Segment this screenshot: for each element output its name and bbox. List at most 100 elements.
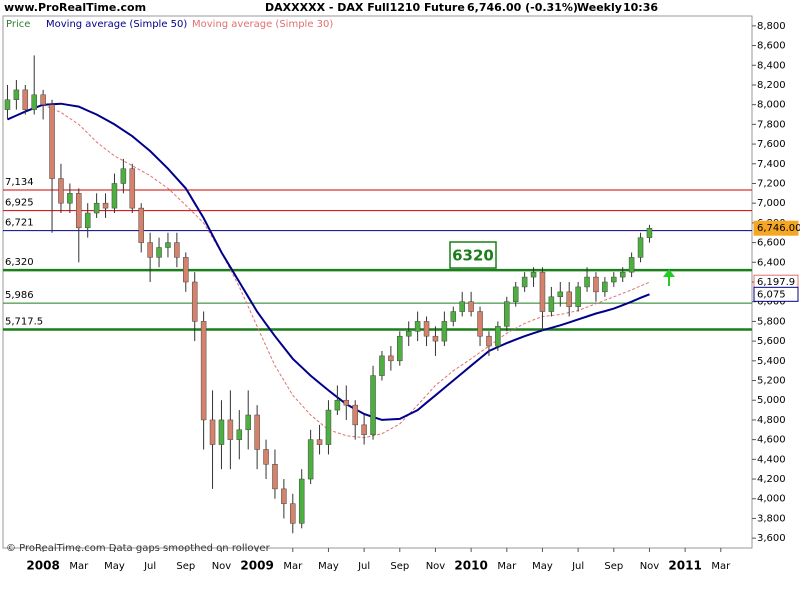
y-tick-label: 5,800	[757, 316, 786, 327]
candle-body	[441, 321, 448, 342]
candle-body	[174, 242, 180, 258]
y-tick-label: 7,200	[757, 178, 786, 189]
y-tick-label: 8,400	[757, 60, 786, 71]
y-tick-label: 5,600	[757, 336, 786, 347]
candle-body	[468, 301, 474, 312]
candle-body	[637, 237, 644, 258]
x-tick-label: Nov	[426, 561, 446, 572]
candle-body	[575, 286, 581, 307]
candle-body	[361, 424, 367, 435]
candle-body	[619, 271, 626, 278]
candle-body	[611, 276, 617, 283]
candle-body	[530, 271, 537, 278]
y-tick-label: 3,600	[757, 533, 786, 544]
x-tick-label: Nov	[212, 561, 232, 572]
last-value-label: 6,197.9	[757, 277, 795, 288]
candle-body	[93, 202, 100, 214]
candle-body	[84, 212, 91, 229]
candle-body	[120, 168, 127, 184]
last-value-box	[753, 220, 799, 236]
candle-body	[111, 183, 118, 209]
candle-body	[129, 168, 136, 209]
candle-body	[325, 409, 332, 445]
candle-body	[539, 271, 546, 312]
candle-body	[58, 178, 64, 204]
candle-body	[512, 286, 519, 302]
last-value-box	[753, 286, 799, 302]
level-label: 6,721	[5, 218, 34, 229]
x-tick-label: Sep	[604, 561, 623, 572]
candle-body	[486, 335, 492, 347]
candle-body	[593, 276, 599, 293]
candle-body	[102, 202, 109, 209]
candle-body	[352, 404, 358, 426]
y-tick-label: 8,200	[757, 80, 786, 91]
y-tick-label: 4,400	[757, 454, 786, 465]
y-tick-label: 6,000	[757, 297, 786, 308]
x-tick-label: May	[318, 561, 339, 572]
x-tick-label: Sep	[390, 561, 409, 572]
candle-body	[200, 321, 207, 421]
chart-title: DAXXXXX - DAX Full1210 Future	[265, 1, 465, 14]
level-label: 5,986	[5, 290, 34, 301]
candle-body	[602, 281, 608, 293]
annotation-box	[449, 241, 497, 269]
level-label: 5,717.5	[5, 317, 43, 328]
candle-body	[307, 439, 314, 480]
y-tick-label: 7,600	[757, 139, 786, 150]
site: www.ProRealTime.com	[4, 1, 146, 14]
candle-body	[504, 301, 510, 327]
x-tick-label: May	[104, 561, 125, 572]
x-tick-label: Mar	[283, 561, 303, 572]
candle-body	[272, 464, 278, 490]
candle-body	[557, 291, 564, 298]
y-tick-label: 4,000	[757, 494, 786, 505]
candle-body	[566, 291, 572, 307]
candle-body	[432, 335, 439, 342]
legend-ma50: Moving average (Simple 50)	[46, 19, 187, 30]
last-value-label: 6,746.00	[757, 223, 800, 234]
up-arrow	[663, 269, 675, 286]
candle-body	[343, 399, 350, 406]
quote: 6,746.00 (-0.31%)	[467, 1, 578, 14]
y-tick-label: 3,800	[757, 513, 786, 524]
legend-price: Price	[6, 19, 30, 30]
candle-body	[49, 104, 55, 179]
candle-body	[245, 414, 251, 431]
plot: 3,600 3,800 4,000 4,200 4,400 4,600 4,800 5,000…	[3, 21, 800, 573]
candle-body	[218, 419, 225, 445]
candle-body	[495, 326, 501, 347]
x-tick-label: 2008	[26, 559, 59, 573]
x-tick-label: Nov	[640, 561, 660, 572]
candle-body	[4, 99, 11, 110]
candle-body	[548, 296, 555, 312]
y-tick-label: 5,200	[757, 376, 786, 387]
candle-body	[67, 193, 73, 204]
y-tick-label: 4,800	[757, 415, 786, 426]
candle-body	[165, 242, 171, 248]
y-tick-label: 5,400	[757, 356, 786, 367]
candle-body	[316, 439, 323, 445]
legend-ma30: Moving average (Simple 30)	[192, 19, 333, 30]
candle-body	[263, 449, 269, 465]
x-tick-label: Jul	[143, 561, 156, 572]
candle-body	[76, 193, 82, 229]
candle-body	[584, 276, 590, 288]
y-tick-label: 4,200	[757, 474, 786, 485]
candle-body	[397, 335, 403, 362]
candle-body	[298, 478, 305, 524]
x-tick-label: Mar	[497, 561, 517, 572]
candle-body	[236, 429, 243, 440]
candle-body	[405, 331, 412, 337]
candle-body	[227, 419, 234, 440]
last-value-label: 6,075	[757, 289, 786, 300]
candle-body	[423, 321, 430, 337]
candle-body	[147, 242, 153, 258]
y-tick-label: 7,800	[757, 119, 786, 130]
candle-body	[40, 94, 46, 105]
candle-body	[370, 375, 376, 435]
y-tick-label: 4,600	[757, 435, 786, 446]
y-tick-label: 8,600	[757, 41, 786, 52]
